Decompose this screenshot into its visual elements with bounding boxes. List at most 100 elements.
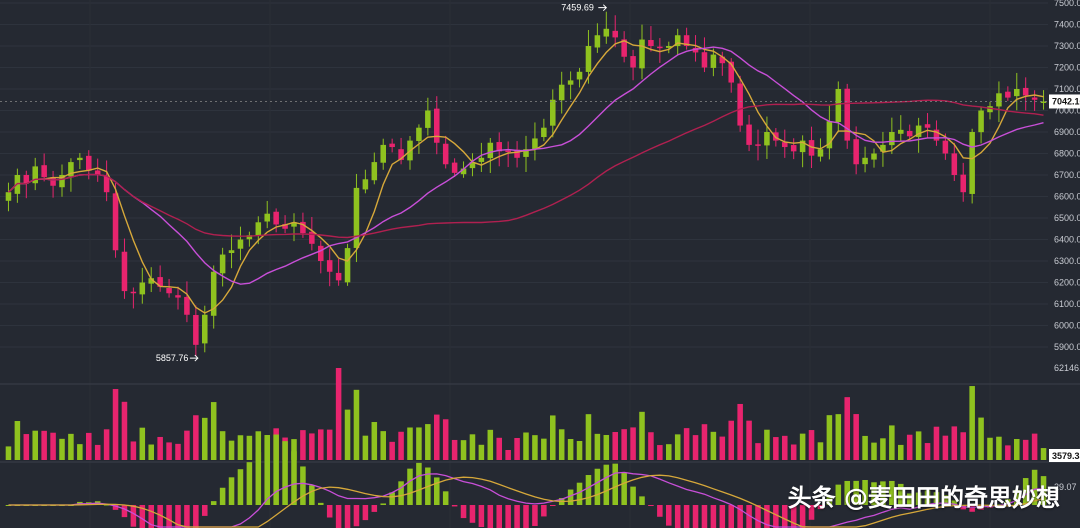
candle-body (380, 144, 386, 163)
candle-body (59, 175, 65, 188)
candle-body (505, 150, 511, 153)
candle-body (273, 211, 279, 225)
macd-histogram-bar (594, 468, 601, 505)
macd-histogram-bar (541, 505, 547, 517)
y-tick-label: 7000.00 (1054, 106, 1080, 116)
y-tick-label: 6700.00 (1054, 170, 1080, 180)
volume-bar (657, 445, 663, 460)
macd-histogram-bar (603, 464, 610, 505)
candle-body (139, 282, 146, 295)
candle-body (148, 278, 154, 284)
volume-bar (389, 441, 395, 460)
candle-body (639, 39, 645, 69)
candle-body (889, 132, 895, 146)
candle-body (398, 149, 404, 160)
high-annotation: 7459.69 (561, 3, 594, 13)
macd-histogram-bar (790, 505, 797, 528)
volume-bar (41, 430, 47, 460)
macd-histogram-bar (398, 481, 404, 505)
candle-body (898, 129, 904, 134)
volume-bar (112, 389, 119, 460)
candle-body (835, 89, 842, 122)
macd-histogram-bar (469, 505, 476, 523)
volume-bar (32, 430, 38, 460)
volume-bar (683, 428, 690, 460)
volume-bar (915, 431, 922, 460)
candle-body (773, 132, 779, 141)
volume-bar (416, 427, 422, 460)
macd-histogram-bar (1040, 476, 1047, 505)
macd-histogram-bar (799, 505, 806, 528)
candle-body (291, 222, 297, 227)
volume-bar (300, 430, 306, 460)
volume-bar (451, 439, 458, 460)
volume-bar (576, 440, 583, 460)
candle-body (202, 314, 208, 344)
macd-histogram-bar (692, 505, 699, 528)
volume-bar (139, 427, 146, 460)
macd-histogram-bar (326, 505, 333, 518)
macd-histogram-bar (407, 468, 413, 505)
candle-body (282, 224, 288, 229)
macd-histogram-bar (487, 505, 494, 528)
candle-body (184, 296, 190, 315)
volume-bar (701, 424, 708, 460)
macd-histogram-bar (773, 505, 779, 528)
volume-bar (487, 429, 494, 460)
candle-body (996, 93, 1002, 107)
volume-bar (710, 431, 717, 460)
macd-line (8, 471, 1044, 528)
candle-body (335, 272, 342, 281)
volume-bar (23, 434, 30, 460)
volume-bar (719, 436, 726, 460)
candle-body (585, 46, 592, 72)
annotations: 7459.69 5857.76 (156, 3, 608, 363)
candle-body (309, 231, 315, 244)
macd-histogram-bar (550, 505, 556, 506)
volume-bar (1040, 448, 1047, 460)
y-tick-label: 6500.00 (1054, 213, 1080, 223)
price-axis: 7500.00 7400.00 7300.00 7200.00 7100.00 7000.… (1049, 0, 1080, 492)
macd-histogram-bar (514, 505, 520, 528)
candle-body (237, 239, 244, 249)
candle-body (326, 260, 333, 272)
candle-body (799, 140, 806, 153)
macd-histogram-bar (380, 503, 386, 505)
candle-body (880, 144, 886, 152)
volume-bar (371, 422, 378, 460)
macd-histogram-bar (228, 477, 235, 505)
macd-histogram-bar (460, 505, 467, 519)
volume-bar (398, 431, 404, 460)
macd-histogram-bar (612, 463, 618, 505)
macd-histogram-bar (130, 505, 137, 527)
volume-bar (442, 419, 449, 460)
macd-histogram-bar (246, 462, 253, 505)
macd-histogram-bar (898, 483, 904, 505)
volume-last-label: 3579.35 (1052, 451, 1080, 461)
y-tick-label: 6800.00 (1054, 149, 1080, 159)
volume-bar (889, 425, 895, 460)
volume-bar (639, 411, 645, 460)
volume-bar (808, 430, 815, 460)
volume-bar (166, 442, 172, 460)
candle-body (826, 121, 833, 149)
volume-bar (728, 420, 734, 460)
macd-histogram-bar (1031, 469, 1038, 505)
y-tick-label: 6900.00 (1054, 127, 1080, 137)
candle-body (558, 84, 565, 101)
candle-body (478, 157, 485, 162)
candle-body (264, 213, 270, 222)
macd-histogram-bar (532, 505, 538, 526)
volume-bar (799, 433, 806, 460)
candle-body (808, 140, 815, 156)
macd-histogram-bar (505, 505, 511, 528)
candle-body (389, 143, 395, 148)
candle-body (924, 124, 931, 128)
volume-bar (505, 449, 511, 460)
candle-body (969, 132, 975, 194)
y-tick-label: 7500.00 (1054, 0, 1080, 8)
candle-body (157, 277, 163, 287)
candle-body (112, 193, 119, 251)
